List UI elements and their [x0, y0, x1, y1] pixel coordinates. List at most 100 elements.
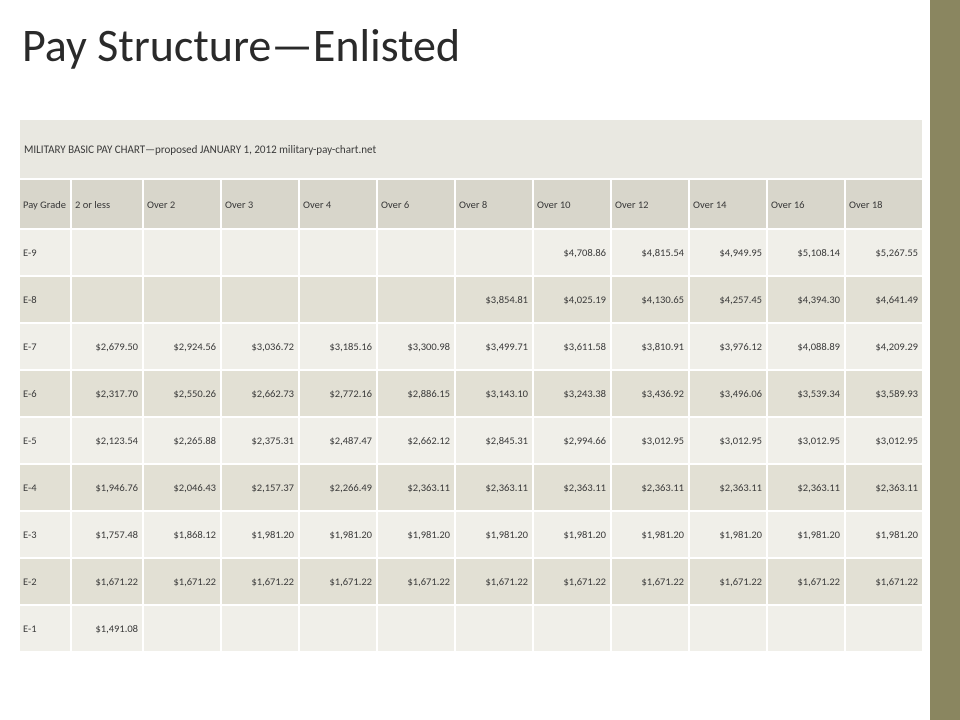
pay-cell [143, 276, 221, 323]
pay-cell: $1,671.22 [845, 558, 923, 605]
pay-cell: $2,363.11 [689, 464, 767, 511]
pay-cell: $2,046.43 [143, 464, 221, 511]
pay-cell [611, 605, 689, 652]
pay-cell: $2,363.11 [533, 464, 611, 511]
pay-cell: $4,257.45 [689, 276, 767, 323]
pay-cell [299, 605, 377, 652]
pay-cell [845, 605, 923, 652]
pay-cell: $1,981.20 [767, 511, 845, 558]
pay-cell: $2,317.70 [71, 370, 143, 417]
pay-cell: $3,012.95 [689, 417, 767, 464]
pay-cell: $1,671.22 [767, 558, 845, 605]
pay-table: MILITARY BASIC PAY CHART—proposed JANUAR… [18, 118, 924, 653]
pay-cell: $3,185.16 [299, 323, 377, 370]
pay-cell: $4,815.54 [611, 229, 689, 276]
pay-grade-cell: E-7 [19, 323, 71, 370]
table-row: E-2$1,671.22$1,671.22$1,671.22$1,671.22$… [19, 558, 923, 605]
column-header: Over 6 [377, 179, 455, 229]
pay-cell: $2,363.11 [377, 464, 455, 511]
pay-cell [143, 229, 221, 276]
pay-cell: $1,671.22 [611, 558, 689, 605]
pay-cell: $1,981.20 [455, 511, 533, 558]
pay-cell: $2,994.66 [533, 417, 611, 464]
column-header: Over 14 [689, 179, 767, 229]
pay-cell: $1,671.22 [377, 558, 455, 605]
table-row: E-1$1,491.08 [19, 605, 923, 652]
pay-cell: $3,496.06 [689, 370, 767, 417]
pay-cell: $1,671.22 [143, 558, 221, 605]
pay-cell: $2,772.16 [299, 370, 377, 417]
table-row: E-7$2,679.50$2,924.56$3,036.72$3,185.16$… [19, 323, 923, 370]
pay-cell [767, 605, 845, 652]
table-caption-row: MILITARY BASIC PAY CHART—proposed JANUAR… [19, 119, 923, 179]
pay-cell: $3,143.10 [455, 370, 533, 417]
pay-cell: $4,025.19 [533, 276, 611, 323]
pay-cell: $4,130.65 [611, 276, 689, 323]
table-row: E-8$3,854.81$4,025.19$4,130.65$4,257.45$… [19, 276, 923, 323]
pay-grade-cell: E-4 [19, 464, 71, 511]
column-header: 2 or less [71, 179, 143, 229]
pay-cell: $2,886.15 [377, 370, 455, 417]
pay-cell: $1,981.20 [299, 511, 377, 558]
pay-grade-cell: E-2 [19, 558, 71, 605]
pay-cell [533, 605, 611, 652]
pay-cell: $1,868.12 [143, 511, 221, 558]
pay-cell: $2,662.73 [221, 370, 299, 417]
pay-cell [377, 276, 455, 323]
pay-cell: $1,981.20 [221, 511, 299, 558]
pay-cell: $3,036.72 [221, 323, 299, 370]
table-row: E-6$2,317.70$2,550.26$2,662.73$2,772.16$… [19, 370, 923, 417]
pay-cell: $1,981.20 [845, 511, 923, 558]
pay-cell [689, 605, 767, 652]
pay-cell: $4,949.95 [689, 229, 767, 276]
pay-grade-cell: E-8 [19, 276, 71, 323]
pay-cell [455, 605, 533, 652]
table-body: MILITARY BASIC PAY CHART—proposed JANUAR… [19, 119, 923, 652]
pay-cell: $2,123.54 [71, 417, 143, 464]
pay-cell: $2,550.26 [143, 370, 221, 417]
pay-cell: $4,088.89 [767, 323, 845, 370]
pay-cell: $2,363.11 [611, 464, 689, 511]
pay-cell: $3,976.12 [689, 323, 767, 370]
pay-cell: $5,108.14 [767, 229, 845, 276]
pay-cell: $1,671.22 [299, 558, 377, 605]
pay-cell: $1,671.22 [533, 558, 611, 605]
pay-table-container: MILITARY BASIC PAY CHART—proposed JANUAR… [18, 118, 924, 653]
pay-cell: $4,209.29 [845, 323, 923, 370]
pay-cell: $3,012.95 [845, 417, 923, 464]
pay-cell: $2,157.37 [221, 464, 299, 511]
pay-cell [143, 605, 221, 652]
table-row: E-3$1,757.48$1,868.12$1,981.20$1,981.20$… [19, 511, 923, 558]
column-header: Pay Grade [19, 179, 71, 229]
pay-cell [377, 229, 455, 276]
pay-cell: $3,611.58 [533, 323, 611, 370]
pay-cell: $3,589.93 [845, 370, 923, 417]
pay-cell [455, 229, 533, 276]
pay-cell [221, 229, 299, 276]
column-header: Over 2 [143, 179, 221, 229]
accent-bar [930, 0, 960, 720]
pay-cell: $4,641.49 [845, 276, 923, 323]
pay-cell: $2,266.49 [299, 464, 377, 511]
pay-grade-cell: E-1 [19, 605, 71, 652]
pay-cell: $5,267.55 [845, 229, 923, 276]
pay-cell: $2,363.11 [767, 464, 845, 511]
pay-cell: $2,375.31 [221, 417, 299, 464]
column-header: Over 12 [611, 179, 689, 229]
pay-cell: $2,845.31 [455, 417, 533, 464]
pay-cell [377, 605, 455, 652]
page-title: Pay Structure—Enlisted [22, 18, 460, 74]
pay-cell: $4,394.30 [767, 276, 845, 323]
pay-cell: $3,300.98 [377, 323, 455, 370]
pay-cell: $3,499.71 [455, 323, 533, 370]
pay-cell: $1,981.20 [533, 511, 611, 558]
pay-cell: $1,671.22 [689, 558, 767, 605]
table-row: E-4$1,946.76$2,046.43$2,157.37$2,266.49$… [19, 464, 923, 511]
pay-cell: $3,012.95 [611, 417, 689, 464]
table-header-row: Pay Grade2 or lessOver 2Over 3Over 4Over… [19, 179, 923, 229]
pay-grade-cell: E-3 [19, 511, 71, 558]
table-row: E-5$2,123.54$2,265.88$2,375.31$2,487.47$… [19, 417, 923, 464]
pay-cell [299, 229, 377, 276]
pay-grade-cell: E-9 [19, 229, 71, 276]
pay-cell: $3,854.81 [455, 276, 533, 323]
